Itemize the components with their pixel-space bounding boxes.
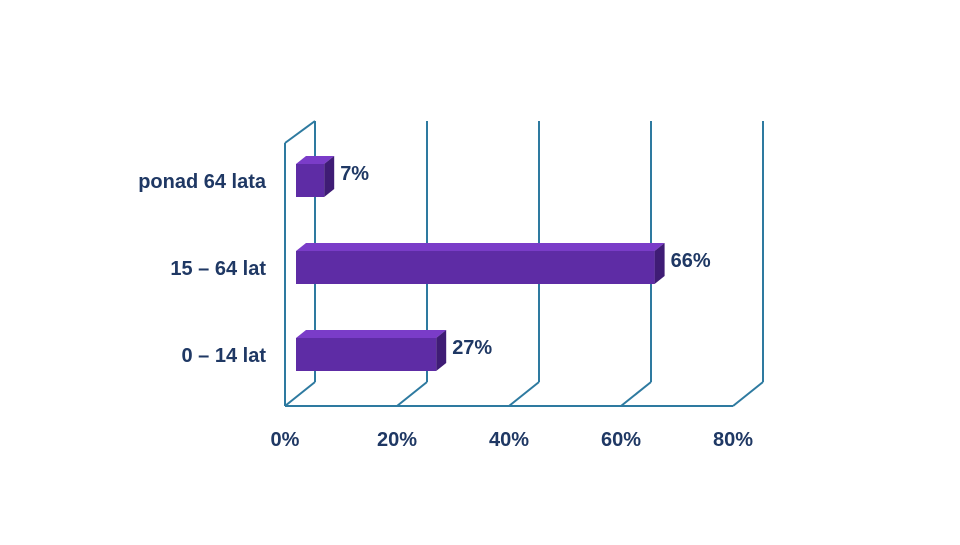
floor-diagonal-0 xyxy=(284,381,316,407)
labels: 0% 20% 40% 60% 80% ponad 64 lata 7% 15 – 64 lat… xyxy=(138,163,753,451)
bar-side-face xyxy=(436,330,447,371)
bar-side-face xyxy=(324,156,335,197)
left-wall-top-edge xyxy=(284,120,316,144)
category-label: 15 – 64 lat xyxy=(170,258,266,280)
bar-top-face xyxy=(296,330,447,338)
floor-diagonal-80 xyxy=(732,381,764,407)
category-label: 0 – 14 lat xyxy=(181,345,266,367)
x-tick-label: 40% xyxy=(489,429,529,451)
bar-front-face xyxy=(296,338,437,371)
bar-front-face xyxy=(296,251,655,284)
bar-0 xyxy=(296,156,335,197)
data-label: 66% xyxy=(671,250,711,272)
bar-1 xyxy=(296,243,665,284)
bar-2 xyxy=(296,330,447,371)
x-tick-label: 20% xyxy=(377,429,417,451)
data-label: 27% xyxy=(452,337,492,359)
x-tick-label: 80% xyxy=(713,429,753,451)
bar-side-face xyxy=(654,243,665,284)
bars xyxy=(296,156,665,371)
x-tick-label: 60% xyxy=(601,429,641,451)
x-tick-label: 0% xyxy=(271,429,300,451)
bar-top-face xyxy=(296,156,335,164)
bar-front-face xyxy=(296,164,325,197)
data-label: 7% xyxy=(340,163,369,185)
floor-diagonal-60 xyxy=(620,381,652,407)
category-label: ponad 64 lata xyxy=(138,171,267,193)
floor-diagonal-20 xyxy=(396,381,428,407)
floor-diagonal-40 xyxy=(508,381,540,407)
bar-top-face xyxy=(296,243,665,251)
